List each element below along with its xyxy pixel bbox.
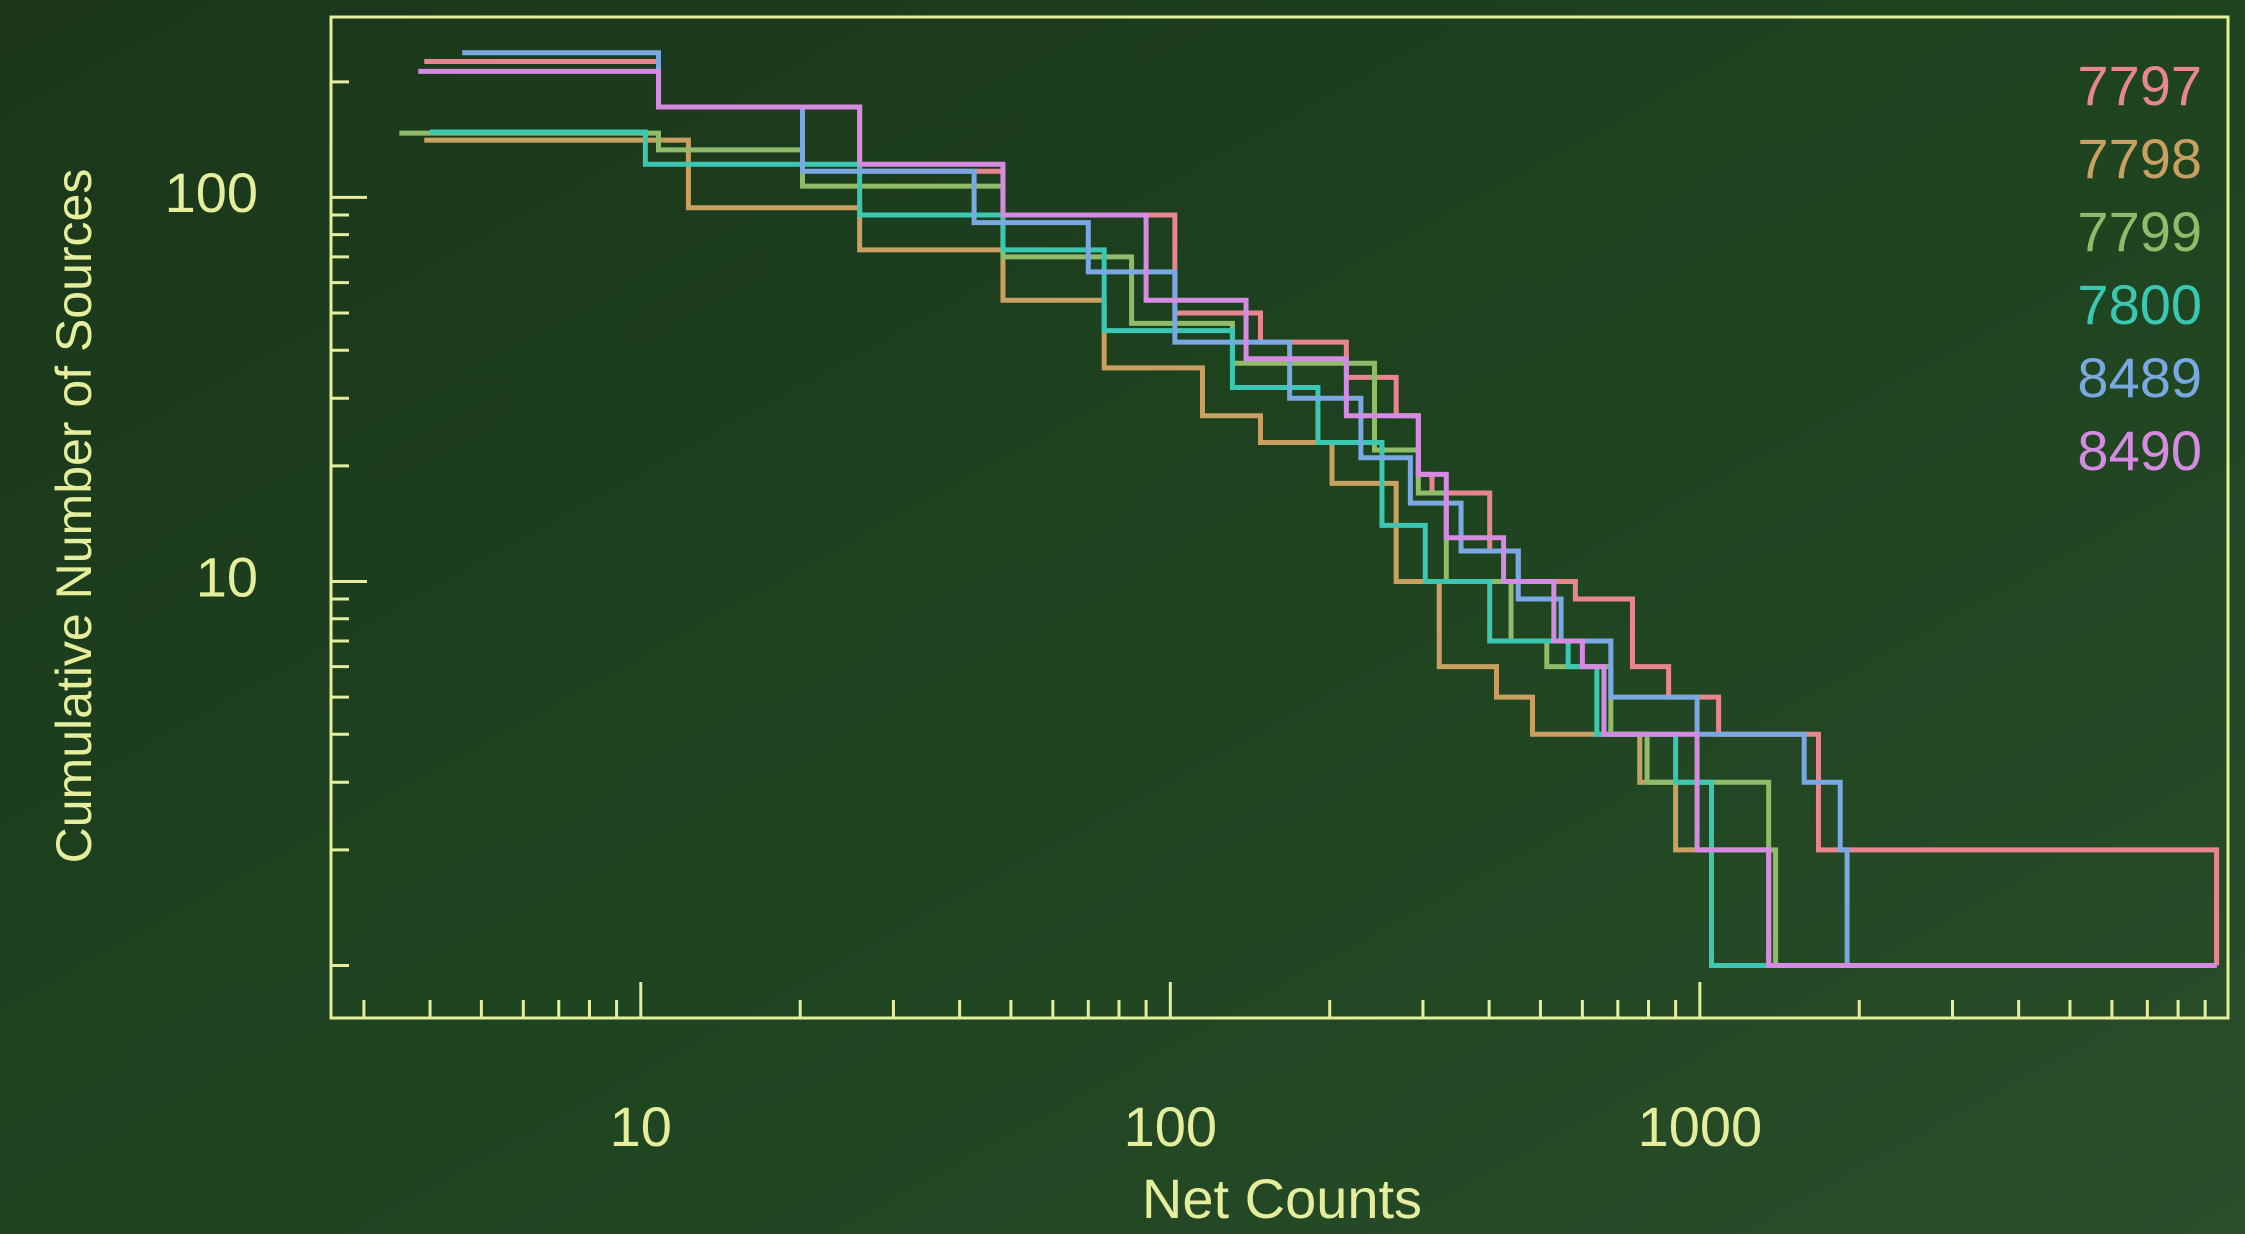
legend-entry: 7797 xyxy=(2077,54,2202,117)
x-axis-label: Net Counts xyxy=(1142,1167,1422,1230)
legend-entry: 7800 xyxy=(2077,273,2202,336)
x-tick-label: 100 xyxy=(1124,1095,1217,1158)
chart: Net Counts Cumulative Number of Sources … xyxy=(0,0,2245,1234)
page: Net Counts Cumulative Number of Sources … xyxy=(0,0,2245,1234)
x-tick-label: 10 xyxy=(610,1095,672,1158)
legend-entry: 7798 xyxy=(2077,127,2202,190)
background xyxy=(0,0,2245,1234)
y-axis-label: Cumulative Number of Sources xyxy=(46,169,102,864)
y-tick-label: 100 xyxy=(165,161,258,224)
y-tick-label: 10 xyxy=(196,545,258,608)
legend-entry: 7799 xyxy=(2077,200,2202,263)
legend-entry: 8489 xyxy=(2077,346,2202,409)
legend-entry: 8490 xyxy=(2077,419,2202,482)
x-tick-label: 1000 xyxy=(1638,1095,1763,1158)
